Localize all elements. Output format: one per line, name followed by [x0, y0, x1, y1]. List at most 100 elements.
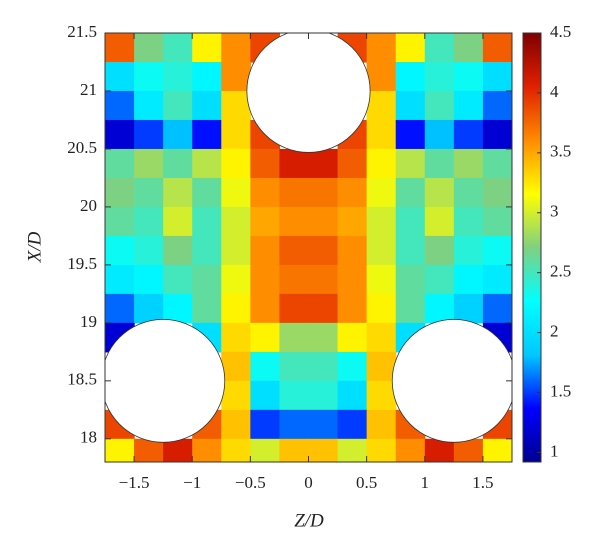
- field-cell: [221, 61, 251, 92]
- field-cell: [163, 33, 193, 63]
- field-cell: [221, 380, 251, 411]
- field-cell: [366, 61, 397, 92]
- field-cell: [105, 264, 135, 295]
- field-cell: [163, 119, 193, 150]
- y-tick-label: 19.5: [67, 254, 97, 273]
- field-cell: [337, 409, 368, 440]
- y-axis-label: X/D: [24, 231, 45, 263]
- field-cell: [163, 293, 193, 324]
- field-cell: [192, 61, 222, 92]
- field-cell: [250, 409, 281, 440]
- field-cell: [105, 177, 135, 208]
- field-cell: [279, 148, 310, 179]
- y-tick-label: 19: [80, 312, 97, 331]
- field-cell: [192, 293, 222, 324]
- field-cell: [366, 322, 397, 353]
- field-cell: [221, 409, 251, 440]
- field-cell: [192, 33, 222, 63]
- field-cell: [337, 351, 368, 382]
- field-cell: [192, 264, 222, 295]
- field-cell: [163, 148, 193, 179]
- field-cell: [424, 61, 455, 92]
- field-cell: [134, 293, 164, 324]
- colorbar: [522, 32, 542, 463]
- field-cell: [279, 380, 310, 411]
- field-cell: [250, 206, 281, 237]
- colorbar-tick-label: 3.5: [550, 142, 571, 161]
- field-cell: [279, 322, 310, 353]
- y-tick-label: 18: [80, 428, 97, 447]
- field-cell: [221, 264, 251, 295]
- field-cell: [250, 293, 281, 324]
- field-cell: [221, 90, 251, 121]
- field-cell: [453, 90, 484, 121]
- colorbar-tick-label: 3: [550, 202, 559, 221]
- field-cell: [134, 61, 164, 92]
- field-cell: [366, 177, 397, 208]
- field-cell: [337, 148, 368, 179]
- field-cell: [395, 438, 426, 462]
- field-cell: [482, 264, 512, 295]
- field-cell: [308, 293, 339, 324]
- field-cell: [482, 206, 512, 237]
- field-cell: [221, 235, 251, 266]
- field-cell: [163, 235, 193, 266]
- field-cell: [134, 177, 164, 208]
- field-cell: [395, 264, 426, 295]
- y-tick-label: 18.5: [67, 370, 97, 389]
- field-cell: [395, 177, 426, 208]
- field-cell: [134, 206, 164, 237]
- field-cell: [163, 206, 193, 237]
- colorbar-tick-label: 2.5: [550, 262, 571, 281]
- field-cell: [366, 438, 397, 462]
- field-cell: [221, 148, 251, 179]
- field-cell: [105, 119, 135, 150]
- field-cell: [453, 61, 484, 92]
- field-cell: [250, 322, 281, 353]
- field-cell: [163, 90, 193, 121]
- y-tick-label: 20: [80, 196, 97, 215]
- field-cell: [250, 438, 281, 462]
- cylinder: [391, 319, 512, 443]
- x-axis-label: Z/D: [294, 510, 324, 531]
- field-cell: [134, 438, 164, 462]
- field-cell: [337, 293, 368, 324]
- field-cell: [163, 264, 193, 295]
- field-cell: [308, 206, 339, 237]
- field-cell: [250, 148, 281, 179]
- field-cell: [279, 235, 310, 266]
- field-cell: [250, 264, 281, 295]
- field-cell: [395, 235, 426, 266]
- field-cell: [424, 293, 455, 324]
- field-cell: [308, 177, 339, 208]
- field-cell: [453, 206, 484, 237]
- x-tick-label: 0.5: [356, 473, 377, 492]
- field-cell: [366, 33, 397, 63]
- field-cell: [366, 119, 397, 150]
- field-cell: [163, 61, 193, 92]
- field-cell: [192, 235, 222, 266]
- field-cell: [308, 322, 339, 353]
- field-cell: [134, 235, 164, 266]
- field-cell: [424, 206, 455, 237]
- field-cell: [250, 177, 281, 208]
- field-cell: [134, 90, 164, 121]
- field-cell: [424, 235, 455, 266]
- field-cell: [192, 148, 222, 179]
- x-tick-label: 1: [421, 473, 430, 492]
- field-cell: [424, 177, 455, 208]
- field-cell: [453, 235, 484, 266]
- field-cell: [105, 148, 135, 179]
- field-cell: [192, 90, 222, 121]
- field-cell: [279, 206, 310, 237]
- field-cell: [424, 119, 455, 150]
- field-cell: [105, 235, 135, 266]
- colorbar-tick-label: 2: [550, 321, 559, 340]
- field-cell: [395, 33, 426, 63]
- field-cell: [221, 177, 251, 208]
- field-cell: [453, 438, 484, 462]
- field-cell: [482, 148, 512, 179]
- field-cell: [221, 322, 251, 353]
- colorbar-tick-label: 4.5: [550, 22, 571, 41]
- field-cell: [366, 351, 397, 382]
